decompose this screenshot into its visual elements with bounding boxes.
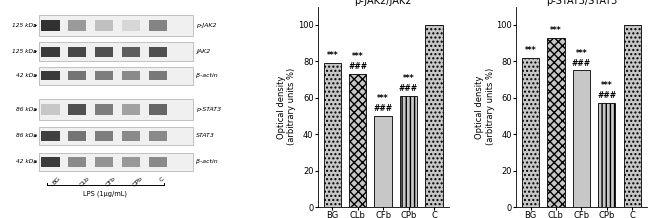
Bar <box>95 131 113 141</box>
Bar <box>148 71 167 80</box>
Bar <box>95 104 113 115</box>
Text: ***: *** <box>326 51 338 60</box>
Bar <box>122 157 140 167</box>
Bar <box>400 96 417 207</box>
Bar <box>40 15 193 36</box>
Text: ###: ### <box>348 62 367 71</box>
Bar <box>148 20 167 31</box>
Text: 86 kDa: 86 kDa <box>16 133 37 138</box>
Bar <box>95 20 113 31</box>
Text: 42 kDa: 42 kDa <box>16 73 37 78</box>
Text: ***: *** <box>403 74 414 83</box>
Text: STAT3: STAT3 <box>196 133 215 138</box>
Text: CLb: CLb <box>79 176 90 188</box>
Text: 125 kDa: 125 kDa <box>12 23 37 28</box>
Text: ###: ### <box>572 59 591 68</box>
Text: ***: *** <box>575 49 587 58</box>
Bar <box>40 153 193 171</box>
Text: β-actin: β-actin <box>196 73 218 78</box>
Bar <box>41 71 60 80</box>
Text: LPS (1µg/mL): LPS (1µg/mL) <box>83 190 127 197</box>
Bar <box>425 25 443 207</box>
Bar <box>95 71 113 80</box>
Text: ***: *** <box>377 94 389 103</box>
Bar <box>122 47 140 57</box>
Bar <box>41 131 60 141</box>
Bar <box>324 63 341 207</box>
Text: β-actin: β-actin <box>196 160 218 164</box>
Bar <box>547 37 565 207</box>
Text: JAK2: JAK2 <box>196 49 210 54</box>
Text: ###: ### <box>374 104 393 113</box>
Bar <box>41 47 60 57</box>
Text: ***: *** <box>550 26 562 35</box>
Bar <box>68 104 86 115</box>
Bar <box>148 157 167 167</box>
Bar <box>148 47 167 57</box>
Bar <box>623 25 641 207</box>
Title: p-JAK2/JAK2: p-JAK2/JAK2 <box>354 0 412 6</box>
Text: p-JAK2: p-JAK2 <box>196 23 216 28</box>
Text: 125 kDa: 125 kDa <box>12 49 37 54</box>
Bar <box>68 47 86 57</box>
Bar <box>68 71 86 80</box>
Bar <box>122 104 140 115</box>
Y-axis label: Optical density
(arbitrary units %): Optical density (arbitrary units %) <box>475 68 495 145</box>
Bar <box>148 104 167 115</box>
Bar <box>41 157 60 167</box>
Text: p-STAT3: p-STAT3 <box>196 107 221 112</box>
Bar <box>374 116 392 207</box>
Text: CPb: CPb <box>132 176 144 188</box>
Bar <box>40 127 193 145</box>
Bar <box>40 42 193 61</box>
Bar <box>598 103 616 207</box>
Bar <box>68 131 86 141</box>
Text: ***: *** <box>525 46 536 55</box>
Bar <box>122 20 140 31</box>
Bar <box>122 71 140 80</box>
Text: 42 kDa: 42 kDa <box>16 160 37 164</box>
Bar <box>68 20 86 31</box>
Bar <box>41 20 60 31</box>
Bar <box>95 47 113 57</box>
Text: ***: *** <box>601 81 612 90</box>
Bar <box>122 131 140 141</box>
Bar <box>95 157 113 167</box>
Bar <box>41 104 60 115</box>
Text: CFb: CFb <box>105 176 117 188</box>
Bar <box>573 70 590 207</box>
Text: ***: *** <box>352 52 363 61</box>
Text: C: C <box>159 176 166 183</box>
Bar <box>522 58 539 207</box>
Bar <box>349 74 367 207</box>
Bar <box>68 157 86 167</box>
Bar <box>148 131 167 141</box>
Text: ###: ### <box>399 84 418 93</box>
Text: BG: BG <box>51 176 62 186</box>
Y-axis label: Optical density
(arbitrary units %): Optical density (arbitrary units %) <box>277 68 296 145</box>
Title: p-STAT3/STAT3: p-STAT3/STAT3 <box>546 0 617 6</box>
Text: 86 kDa: 86 kDa <box>16 107 37 112</box>
Text: ###: ### <box>597 91 616 100</box>
Bar <box>40 67 193 85</box>
Bar <box>40 99 193 120</box>
